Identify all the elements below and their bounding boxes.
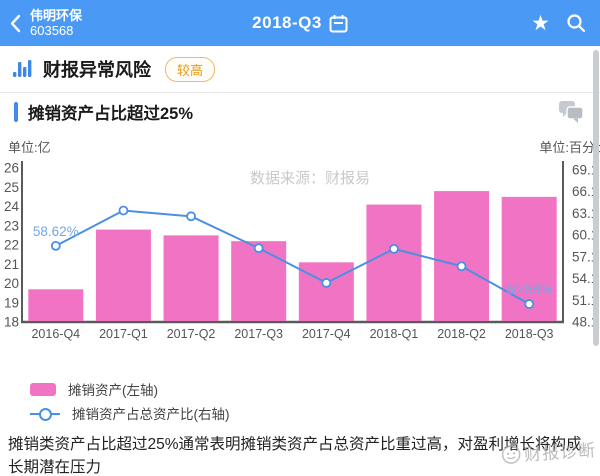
svg-text:21: 21 bbox=[4, 257, 19, 272]
svg-text:2016-Q4: 2016-Q4 bbox=[31, 327, 80, 341]
comment-bubbles-icon bbox=[559, 101, 584, 123]
back-chevron-icon bbox=[10, 14, 20, 32]
company-name: 伟明环保 bbox=[30, 8, 83, 23]
legend-item-line: 摊销资产占总资产比(右轴) bbox=[30, 401, 600, 425]
favorite-star-icon[interactable]: ★ bbox=[531, 11, 550, 35]
svg-text:51.1: 51.1 bbox=[572, 293, 598, 308]
svg-text:2017-Q3: 2017-Q3 bbox=[234, 327, 283, 341]
scrollbar-thumb[interactable] bbox=[593, 50, 599, 346]
svg-text:50.58%: 50.58% bbox=[506, 282, 552, 297]
metric-title: 摊销资产占比超过25% bbox=[28, 105, 194, 123]
svg-text:2017-Q2: 2017-Q2 bbox=[167, 327, 216, 341]
svg-text:57.1: 57.1 bbox=[572, 249, 598, 264]
company-info: 伟明环保 603568 bbox=[30, 8, 82, 38]
svg-text:54.1: 54.1 bbox=[572, 271, 598, 286]
svg-text:26: 26 bbox=[4, 161, 19, 176]
back-button[interactable] bbox=[0, 0, 30, 46]
svg-text:2018-Q3: 2018-Q3 bbox=[505, 327, 554, 341]
svg-text:22: 22 bbox=[4, 238, 19, 253]
risk-level-badge: 较高 bbox=[165, 56, 216, 82]
svg-text:66.1: 66.1 bbox=[572, 184, 598, 199]
footer-watermark: 财报诊断 bbox=[499, 436, 597, 468]
period-label: 2018-Q3 bbox=[252, 13, 322, 32]
line-series-swatch bbox=[30, 407, 60, 421]
left-axis-unit: 单位:亿 bbox=[8, 140, 51, 155]
comment-button[interactable] bbox=[558, 100, 584, 129]
svg-text:18: 18 bbox=[4, 315, 19, 330]
axis-units-row: 单位:亿 单位:百分比 bbox=[0, 135, 600, 157]
svg-text:24: 24 bbox=[4, 199, 20, 214]
chart-legend: 摊销资产(左轴) 摊销资产占总资产比(右轴) bbox=[30, 377, 600, 425]
svg-text:69.1: 69.1 bbox=[572, 163, 598, 178]
svg-text:23: 23 bbox=[4, 218, 19, 233]
svg-text:2018-Q2: 2018-Q2 bbox=[437, 327, 486, 341]
svg-text:2018-Q1: 2018-Q1 bbox=[370, 327, 419, 341]
search-icon[interactable] bbox=[566, 13, 586, 33]
svg-text:58.62%: 58.62% bbox=[33, 224, 79, 239]
company-code: 603568 bbox=[30, 23, 74, 38]
risk-title: 财报异常风险 bbox=[43, 60, 151, 80]
svg-text:63.1: 63.1 bbox=[572, 206, 598, 221]
bar-series-swatch bbox=[30, 382, 56, 396]
calendar-icon bbox=[329, 14, 348, 32]
legend-label: 摊销资产占总资产比(右轴) bbox=[72, 407, 230, 422]
svg-text:19: 19 bbox=[4, 295, 19, 310]
svg-text:25: 25 bbox=[4, 180, 19, 195]
bar-chart-icon bbox=[13, 60, 32, 77]
top-nav-bar: 伟明环保 603568 2018-Q3 ★ bbox=[0, 0, 600, 46]
bar-line-chart: 数据来源：财报易 26 25 24 23 22 21 20 19 18 69.1 66.1 63.1 60… bbox=[4, 161, 598, 342]
watermark-text: 财报诊断 bbox=[523, 440, 597, 465]
right-axis-unit: 单位:百分比 bbox=[539, 140, 600, 155]
accent-bar bbox=[14, 102, 18, 122]
legend-item-bar: 摊销资产(左轴) bbox=[30, 377, 600, 401]
svg-text:20: 20 bbox=[4, 276, 19, 291]
period-selector[interactable]: 2018-Q3 bbox=[252, 13, 348, 33]
risk-row: 财报异常风险 较高 bbox=[0, 46, 600, 93]
svg-text:48.1: 48.1 bbox=[572, 315, 598, 330]
chart-area: 数据来源：财报易 26 25 24 23 22 21 20 19 18 69.1 66.1 63.1 60… bbox=[0, 157, 600, 349]
risk-description: 摊销类资产占比超过25%通常表明摊销类资产占总资产比重过高，对盈利增长将构成长期… bbox=[8, 436, 582, 476]
watermark-logo-icon bbox=[501, 444, 521, 464]
svg-text:60.1: 60.1 bbox=[572, 228, 598, 243]
svg-text:2017-Q4: 2017-Q4 bbox=[302, 327, 351, 341]
svg-text:数据来源：财报易: 数据来源：财报易 bbox=[250, 170, 370, 187]
metric-banner: 摊销资产占比超过25% bbox=[0, 93, 600, 131]
svg-text:2017-Q1: 2017-Q1 bbox=[99, 327, 148, 341]
legend-label: 摊销资产(左轴) bbox=[68, 383, 158, 398]
